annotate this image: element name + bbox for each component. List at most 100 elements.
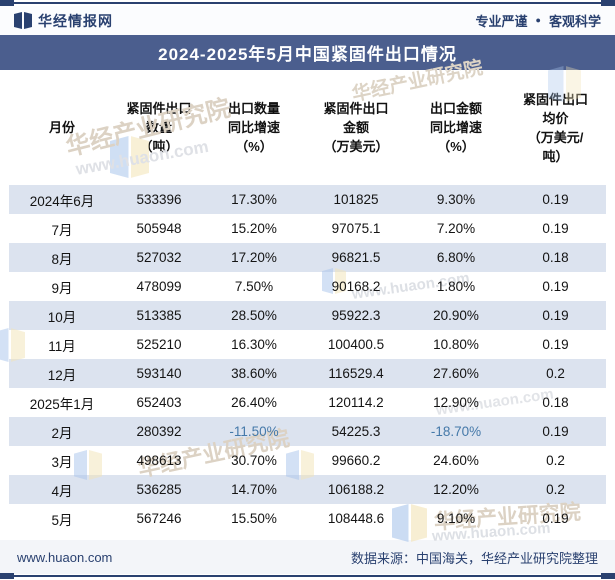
cell-amount-growth: -18.70% <box>430 424 482 439</box>
cell-export-quantity: 567246 <box>136 511 182 526</box>
bullet-dot-icon: ● <box>535 15 541 25</box>
cell-export-amount: 95922.3 <box>331 308 381 323</box>
column-header: 紧固件出口 数量 （吨） <box>126 101 192 154</box>
cell-month: 2024年6月 <box>29 193 95 209</box>
cell-month: 2月 <box>51 425 73 441</box>
top-border-rule <box>0 0 615 7</box>
brand: 华经情报网 <box>14 11 113 31</box>
cell-average-price: 0.18 <box>542 250 569 265</box>
cell-average-price: 0.2 <box>546 482 565 497</box>
footer-bar: www.huaon.com 数据来源：中国海关，华经产业研究院整理 <box>0 540 615 574</box>
cell-quantity-growth: 26.40% <box>231 395 277 410</box>
table-row: 7月 505948 15.20% 97075.1 7.20% 0.19 <box>9 214 606 243</box>
footer-site-url: www.huaon.com <box>17 549 113 565</box>
page-title: 2024-2025年5月中国紧固件出口情况 <box>0 35 615 70</box>
cell-export-amount: 101825 <box>333 192 379 207</box>
slogan-right: 客观科学 <box>548 14 601 29</box>
table-row: 5月 567246 15.50% 108448.6 9.10% 0.19 <box>9 504 606 533</box>
cell-quantity-growth: 16.30% <box>231 337 277 352</box>
cell-amount-growth: 12.20% <box>433 482 479 497</box>
column-header: 出口金额 同比增速 （%） <box>429 101 482 154</box>
cell-amount-growth: 20.90% <box>433 308 479 323</box>
cell-quantity-growth: 14.70% <box>231 482 277 497</box>
cell-export-quantity: 280392 <box>136 424 182 439</box>
cell-month: 12月 <box>47 367 77 383</box>
rule-line <box>0 2 615 4</box>
cell-export-quantity: 505948 <box>136 221 182 236</box>
brand-slogan: 专业严谨 ● 客观科学 <box>476 11 601 30</box>
table-row: 3月 498613 30.70% 99660.2 24.60% 0.2 <box>9 446 606 475</box>
table-row: 4月 536285 14.70% 106188.2 12.20% 0.2 <box>9 475 606 504</box>
cell-quantity-growth: 28.50% <box>231 308 277 323</box>
cell-export-amount: 97075.1 <box>331 221 381 236</box>
column-header: 出口数量 同比增速 （%） <box>227 101 280 154</box>
cell-amount-growth: 6.80% <box>436 250 476 265</box>
cell-month: 11月 <box>48 338 76 354</box>
cell-export-quantity: 525210 <box>136 337 182 352</box>
cell-export-amount: 108448.6 <box>327 511 385 526</box>
table-row: 2025年1月 652403 26.40% 120114.2 12.90% 0.18 <box>9 388 606 417</box>
cell-month: 9月 <box>51 280 73 296</box>
cell-export-quantity: 652403 <box>136 395 182 410</box>
cell-amount-growth: 9.30% <box>436 192 476 207</box>
cell-average-price: 0.2 <box>546 453 565 468</box>
cell-export-amount: 96821.5 <box>331 250 381 265</box>
cell-month: 4月 <box>51 483 73 499</box>
cell-amount-growth: 24.60% <box>433 453 479 468</box>
cell-amount-growth: 9.10% <box>436 511 476 526</box>
table-row: 9月 478099 7.50% 90168.2 1.80% 0.19 <box>9 272 606 301</box>
cell-quantity-growth: -11.50% <box>229 424 279 439</box>
cell-month: 8月 <box>51 251 73 267</box>
cell-quantity-growth: 7.50% <box>234 279 274 294</box>
cell-month: 2025年1月 <box>29 396 95 412</box>
cell-export-amount: 99660.2 <box>331 453 381 468</box>
table-row: 2月 280392 -11.50% 54225.3 -18.70% 0.19 <box>9 417 606 446</box>
column-header: 月份 <box>48 120 75 135</box>
table-row: 12月 593140 38.60% 116529.4 27.60% 0.2 <box>9 359 606 388</box>
cell-export-amount: 90168.2 <box>331 279 381 294</box>
cell-month: 10月 <box>47 309 77 325</box>
column-header: 紧固件出口 均价 （万美元/吨） <box>522 91 588 164</box>
cell-average-price: 0.2 <box>546 366 565 381</box>
cell-quantity-growth: 17.20% <box>231 250 277 265</box>
column-header: 紧固件出口 金额 （万美元） <box>323 101 389 154</box>
table-row: 2024年6月 533396 17.30% 101825 9.30% 0.19 <box>9 185 606 214</box>
cell-export-quantity: 527032 <box>136 250 182 265</box>
footer-data-source: 数据来源：中国海关，华经产业研究院整理 <box>350 550 598 566</box>
cell-average-price: 0.19 <box>542 221 569 236</box>
cell-export-amount: 54225.3 <box>331 424 381 439</box>
table-body: 2024年6月 533396 17.30% 101825 9.30% 0.19 7月 5059… <box>9 185 606 533</box>
cell-quantity-growth: 17.30% <box>231 192 277 207</box>
cell-month: 7月 <box>51 222 73 238</box>
rule-line <box>0 575 615 577</box>
table-row: 10月 513385 28.50% 95922.3 20.90% 0.19 <box>9 301 606 330</box>
cell-export-amount: 116529.4 <box>328 366 384 381</box>
cell-export-quantity: 478099 <box>136 279 182 294</box>
huaon-logo-icon <box>14 12 32 29</box>
cell-amount-growth: 27.60% <box>433 366 479 381</box>
cell-average-price: 0.19 <box>542 308 569 323</box>
cell-quantity-growth: 15.50% <box>231 511 277 526</box>
brand-name: 华经情报网 <box>38 12 113 29</box>
cell-quantity-growth: 30.70% <box>231 453 277 468</box>
cell-average-price: 0.18 <box>542 395 569 410</box>
cell-month: 5月 <box>51 512 73 528</box>
cell-export-quantity: 513385 <box>136 308 182 323</box>
cell-average-price: 0.19 <box>542 279 569 294</box>
bottom-border-rule <box>0 573 615 580</box>
table-header-row: 月份 紧固件出口 数量 （吨） 出口数量 同比增速 （%） 紧固件出口 金额 （万美元） 出口金额同… <box>9 70 606 185</box>
rule-cap-right <box>601 573 615 579</box>
cell-average-price: 0.19 <box>542 511 569 526</box>
data-table: 月份 紧固件出口 数量 （吨） 出口数量 同比增速 （%） 紧固件出口 金额 （万美元） 出口金额同… <box>9 70 606 533</box>
cell-amount-growth: 10.80% <box>433 337 479 352</box>
slogan-left: 专业严谨 <box>475 14 528 29</box>
cell-average-price: 0.19 <box>542 337 569 352</box>
table-row: 8月 527032 17.20% 96821.5 6.80% 0.18 <box>9 243 606 272</box>
data-table-wrap: 月份 紧固件出口 数量 （吨） 出口数量 同比增速 （%） 紧固件出口 金额 （万美元） 出口金额同… <box>0 70 615 533</box>
brand-bar: 华经情报网 专业严谨 ● 客观科学 <box>0 6 615 35</box>
cell-average-price: 0.19 <box>542 424 569 439</box>
cell-export-amount: 100400.5 <box>327 337 385 352</box>
table-row: 11月 525210 16.30% 100400.5 10.80% 0.19 <box>9 330 606 359</box>
cell-quantity-growth: 38.60% <box>231 366 277 381</box>
cell-export-quantity: 533396 <box>136 192 182 207</box>
